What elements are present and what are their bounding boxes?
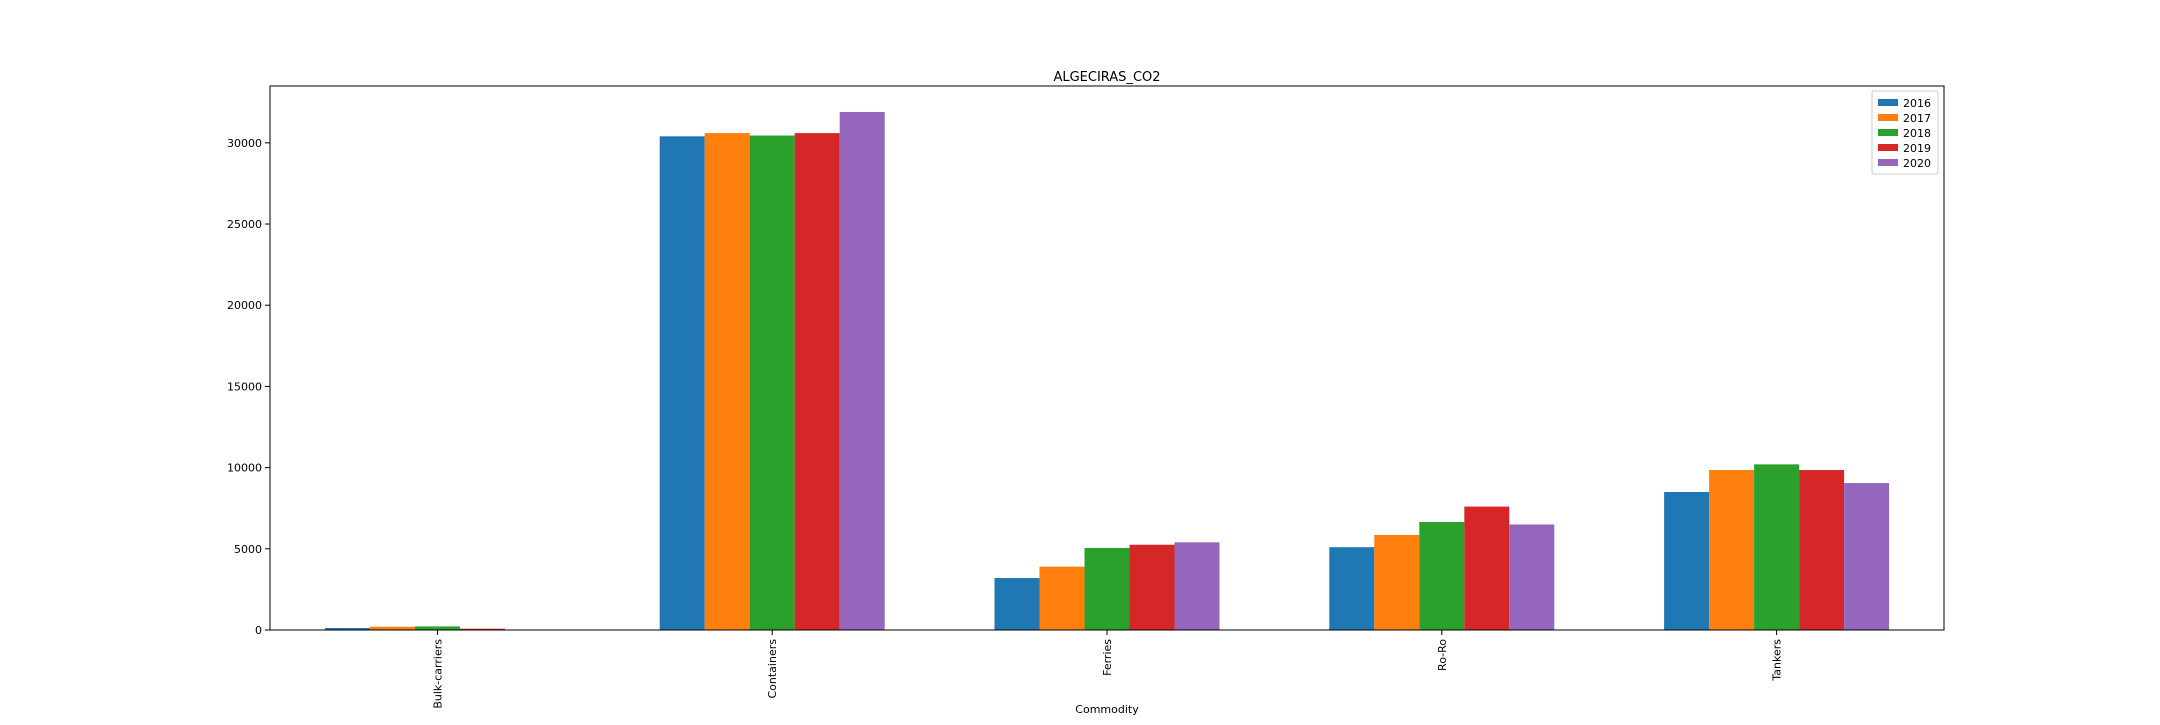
legend-label-2019: 2019 [1903,142,1931,155]
legend-swatch-2017 [1878,114,1898,121]
bar-containers-2016 [660,136,705,630]
y-tick-label: 25000 [227,218,262,231]
legend-swatch-2020 [1878,159,1898,166]
bar-ferries-2019 [1130,545,1175,630]
y-tick-label: 20000 [227,299,262,312]
legend-label-2020: 2020 [1903,157,1931,170]
x-tick-label: Ferries [1101,639,1114,676]
x-axis: Bulk-carriers Containers Ferries Ro-Ro Tanke… [431,630,1783,709]
legend-swatch-2016 [1878,99,1898,106]
bar-ro-ro-2017 [1374,535,1419,630]
bars-layer [325,112,1889,630]
bar-ferries-2016 [995,578,1040,630]
x-tick-label: Containers [766,639,779,699]
y-tick-label: 15000 [227,380,262,393]
legend-label-2018: 2018 [1903,127,1931,140]
y-tick-label: 0 [255,624,262,637]
legend-label-2016: 2016 [1903,97,1931,110]
bar-tankers-2018 [1754,464,1799,630]
bar-ferries-2017 [1040,567,1085,630]
bar-ro-ro-2018 [1419,522,1464,630]
legend-swatch-2019 [1878,144,1898,151]
bar-ferries-2018 [1085,548,1130,630]
x-tick-label: Ro-Ro [1436,639,1449,671]
legend: 2016 2017 2018 2019 2020 [1872,91,1938,174]
y-tick-label: 30000 [227,137,262,150]
bar-tankers-2017 [1709,470,1754,630]
bar-containers-2017 [705,133,750,630]
y-tick-label: 5000 [234,543,262,556]
bar-tankers-2019 [1799,470,1844,630]
bar-containers-2020 [840,112,885,630]
bar-containers-2019 [795,133,840,630]
bar-ro-ro-2016 [1329,547,1374,630]
bar-ro-ro-2020 [1509,524,1554,630]
bar-ro-ro-2019 [1464,507,1509,630]
bar-ferries-2020 [1175,542,1220,630]
x-axis-label: Commodity [1075,703,1139,716]
y-axis: 0 5000 10000 15000 20000 25000 30000 [227,137,270,637]
bar-tankers-2016 [1664,492,1709,630]
y-tick-label: 10000 [227,462,262,475]
bar-containers-2018 [750,136,795,630]
bar-tankers-2020 [1844,483,1889,630]
x-tick-label: Tankers [1771,639,1784,682]
bar-bulk-carriers-2018 [415,626,460,630]
x-tick-label: Bulk-carriers [431,639,444,709]
legend-swatch-2018 [1878,129,1898,136]
chart-title: ALGECIRAS_CO2 [1053,70,1160,85]
legend-label-2017: 2017 [1903,112,1931,125]
